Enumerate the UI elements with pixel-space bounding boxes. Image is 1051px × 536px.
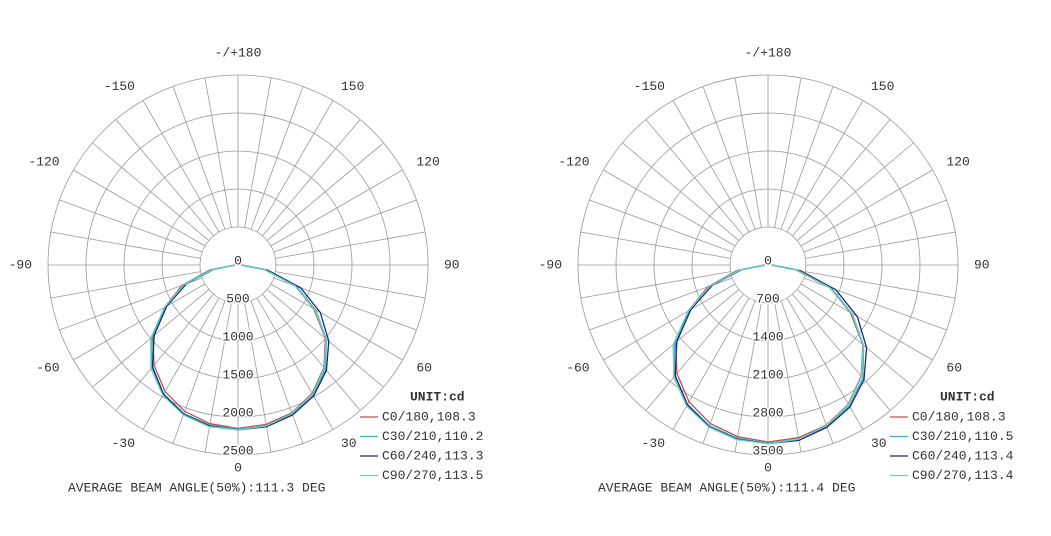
ring [123, 150, 353, 380]
ring [199, 226, 277, 304]
legend-title: UNIT:cd [410, 389, 465, 404]
radial-label: 500 [226, 291, 249, 306]
legend-label: C0/180,108.3 [382, 409, 476, 424]
legend-label: C30/210,110.5 [912, 429, 1013, 444]
angle-label: 0 [764, 460, 772, 475]
radial-label: 700 [756, 291, 779, 306]
legend-label: C90/270,113.4 [912, 468, 1014, 483]
radial-label: 2500 [222, 443, 253, 458]
angle-label: 90 [974, 257, 990, 272]
legend-label: C30/210,110.2 [382, 429, 483, 444]
angle-label: -90 [9, 257, 32, 272]
angle-label: 0 [234, 460, 242, 475]
ring [85, 112, 391, 418]
radial-label: 0 [764, 253, 772, 268]
legend-label: C0/180,108.3 [912, 409, 1006, 424]
ring [615, 112, 921, 418]
radial-label: 3500 [752, 443, 783, 458]
angle-label: 60 [416, 360, 432, 375]
angle-label: -/+180 [215, 45, 262, 60]
angle-label: -30 [112, 436, 135, 451]
radial-label: 2100 [752, 367, 783, 382]
angle-label: 120 [416, 154, 439, 169]
series-line [150, 264, 327, 431]
radial-label: 2800 [752, 405, 783, 420]
angle-label: 150 [341, 79, 364, 94]
angle-label: -90 [539, 257, 562, 272]
radial-label: 0 [234, 253, 242, 268]
radial-label: 1500 [222, 367, 253, 382]
ring [47, 74, 429, 456]
radial-label: 2000 [222, 405, 253, 420]
annotation: AVERAGE BEAM ANGLE(50%):111.3 DEG [68, 480, 325, 495]
ring [577, 74, 959, 456]
angle-label: -60 [36, 360, 59, 375]
legend-title: UNIT:cd [940, 389, 995, 404]
radial-label: 1000 [222, 329, 253, 344]
ring [161, 188, 315, 342]
legend-label: C60/240,113.4 [912, 448, 1014, 463]
angle-label: 30 [341, 436, 357, 451]
legend-label: C90/270,113.5 [382, 468, 483, 483]
angle-label: 60 [946, 360, 962, 375]
angle-label: -60 [566, 360, 589, 375]
legend-label: C60/240,113.3 [382, 448, 483, 463]
ring [653, 150, 883, 380]
angle-label: -150 [634, 79, 665, 94]
series-line [672, 264, 864, 445]
ring [729, 226, 807, 304]
radial-label: 1400 [752, 329, 783, 344]
ring [691, 188, 845, 342]
angle-label: 120 [946, 154, 969, 169]
angle-label: 30 [871, 436, 887, 451]
angle-label: -120 [28, 154, 59, 169]
angle-label: 150 [871, 79, 894, 94]
angle-label: 90 [444, 257, 460, 272]
angle-label: -120 [558, 154, 589, 169]
angle-label: -30 [642, 436, 665, 451]
annotation: AVERAGE BEAM ANGLE(50%):111.4 DEG [598, 480, 855, 495]
angle-label: -150 [104, 79, 135, 94]
angle-label: -/+180 [745, 45, 792, 60]
